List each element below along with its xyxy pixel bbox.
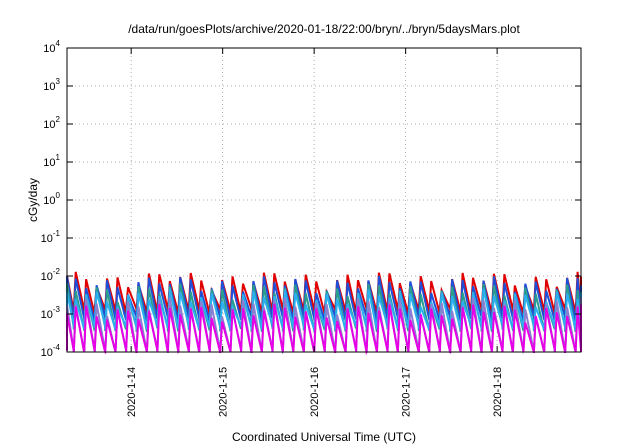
y-tick-base: 10 <box>43 195 55 207</box>
y-tick-label: 101 <box>43 153 60 169</box>
y-tick-label: 103 <box>43 77 60 93</box>
y-tick-base: 10 <box>43 119 55 131</box>
y-tick-exponent: 0 <box>56 191 61 200</box>
x-tick-label: 2020-1-17 <box>401 367 413 417</box>
x-tick-label: 2020-1-16 <box>309 367 321 417</box>
y-tick-exponent: -2 <box>53 267 61 276</box>
y-tick-label: 102 <box>43 115 60 131</box>
y-tick-base: 10 <box>43 43 55 55</box>
y-tick-label: 10-4 <box>41 343 61 359</box>
y-tick-base: 10 <box>41 271 53 283</box>
y-tick-label: 104 <box>43 39 60 55</box>
y-tick-exponent: -1 <box>53 229 61 238</box>
y-tick-label: 100 <box>43 191 60 207</box>
y-tick-label: 10-2 <box>41 267 61 283</box>
y-tick-exponent: -4 <box>53 343 61 352</box>
y-tick-exponent: -3 <box>53 305 61 314</box>
y-tick-base: 10 <box>43 157 55 169</box>
series-group <box>66 271 582 356</box>
x-tick-label: 2020-1-18 <box>492 367 504 417</box>
y-tick-base: 10 <box>41 309 53 321</box>
y-axis-label: cGy/day <box>26 178 40 222</box>
y-tick-exponent: 4 <box>56 39 61 48</box>
x-tick-label: 2020-1-15 <box>218 367 230 417</box>
y-tick-exponent: 2 <box>56 115 61 124</box>
x-tick-label: 2020-1-14 <box>126 367 138 417</box>
y-tick-base: 10 <box>41 233 53 245</box>
x-axis-ticks: 2020-1-14 2020-1-15 2020-1-16 2020-1-17 2020… <box>126 48 504 417</box>
y-tick-exponent: 3 <box>56 77 61 86</box>
y-tick-base: 10 <box>41 347 53 359</box>
y-tick-base: 10 <box>43 81 55 93</box>
y-tick-label: 10-3 <box>41 305 61 321</box>
y-tick-label: 10-1 <box>41 229 61 245</box>
y-tick-exponent: 1 <box>56 153 61 162</box>
chart-title: /data/run/goesPlots/archive/2020-01-18/2… <box>128 22 520 36</box>
x-axis-label: Coordinated Universal Time (UTC) <box>232 430 416 444</box>
